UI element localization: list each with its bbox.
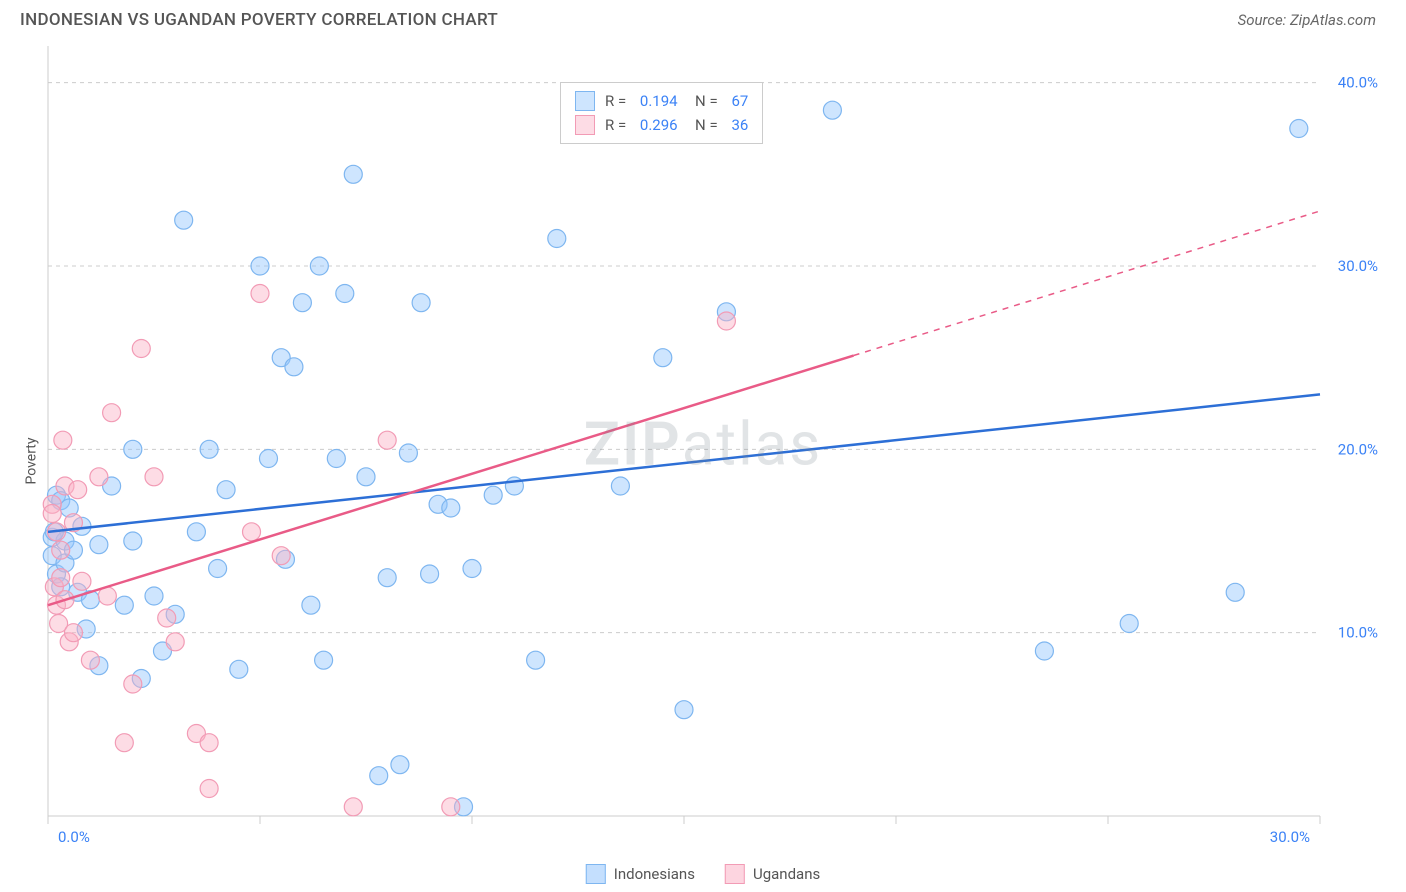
legend-item-ugandans: Ugandans [725, 864, 820, 884]
scatter-chart: 10.0% 20.0% 30.0% 40.0% 0.0% 30.0% [0, 36, 1406, 856]
svg-text:30.0%: 30.0% [1338, 257, 1378, 275]
legend-swatch-indonesians [575, 91, 595, 111]
legend-row-indonesians: R = 0.194 N = 67 [575, 89, 748, 113]
legend-item-indonesians: Indonesians [586, 864, 695, 884]
chart-title: INDONESIAN VS UGANDAN POVERTY CORRELATIO… [20, 10, 498, 30]
chart-container: Poverty 10.0%20.0%30.0%40.0%0.0%30.0% ZI… [0, 36, 1406, 886]
source-attribution: Source: ZipAtlas.com [1238, 11, 1376, 29]
series-legend: Indonesians Ugandans [586, 864, 820, 884]
correlation-legend: R = 0.194 N = 67 R = 0.296 N = 36 [560, 82, 763, 144]
svg-text:20.0%: 20.0% [1338, 440, 1378, 458]
legend-swatch-ugandans [575, 115, 595, 135]
legend-row-ugandans: R = 0.296 N = 36 [575, 113, 748, 137]
y-axis-label: Poverty [24, 437, 40, 484]
legend-swatch-bottom-indonesians [586, 864, 606, 884]
svg-text:0.0%: 0.0% [58, 828, 90, 846]
header-bar: INDONESIAN VS UGANDAN POVERTY CORRELATIO… [0, 0, 1406, 36]
legend-swatch-bottom-ugandans [725, 864, 745, 884]
svg-text:40.0%: 40.0% [1338, 74, 1378, 92]
svg-text:10.0%: 10.0% [1338, 624, 1378, 642]
svg-text:30.0%: 30.0% [1270, 828, 1310, 846]
